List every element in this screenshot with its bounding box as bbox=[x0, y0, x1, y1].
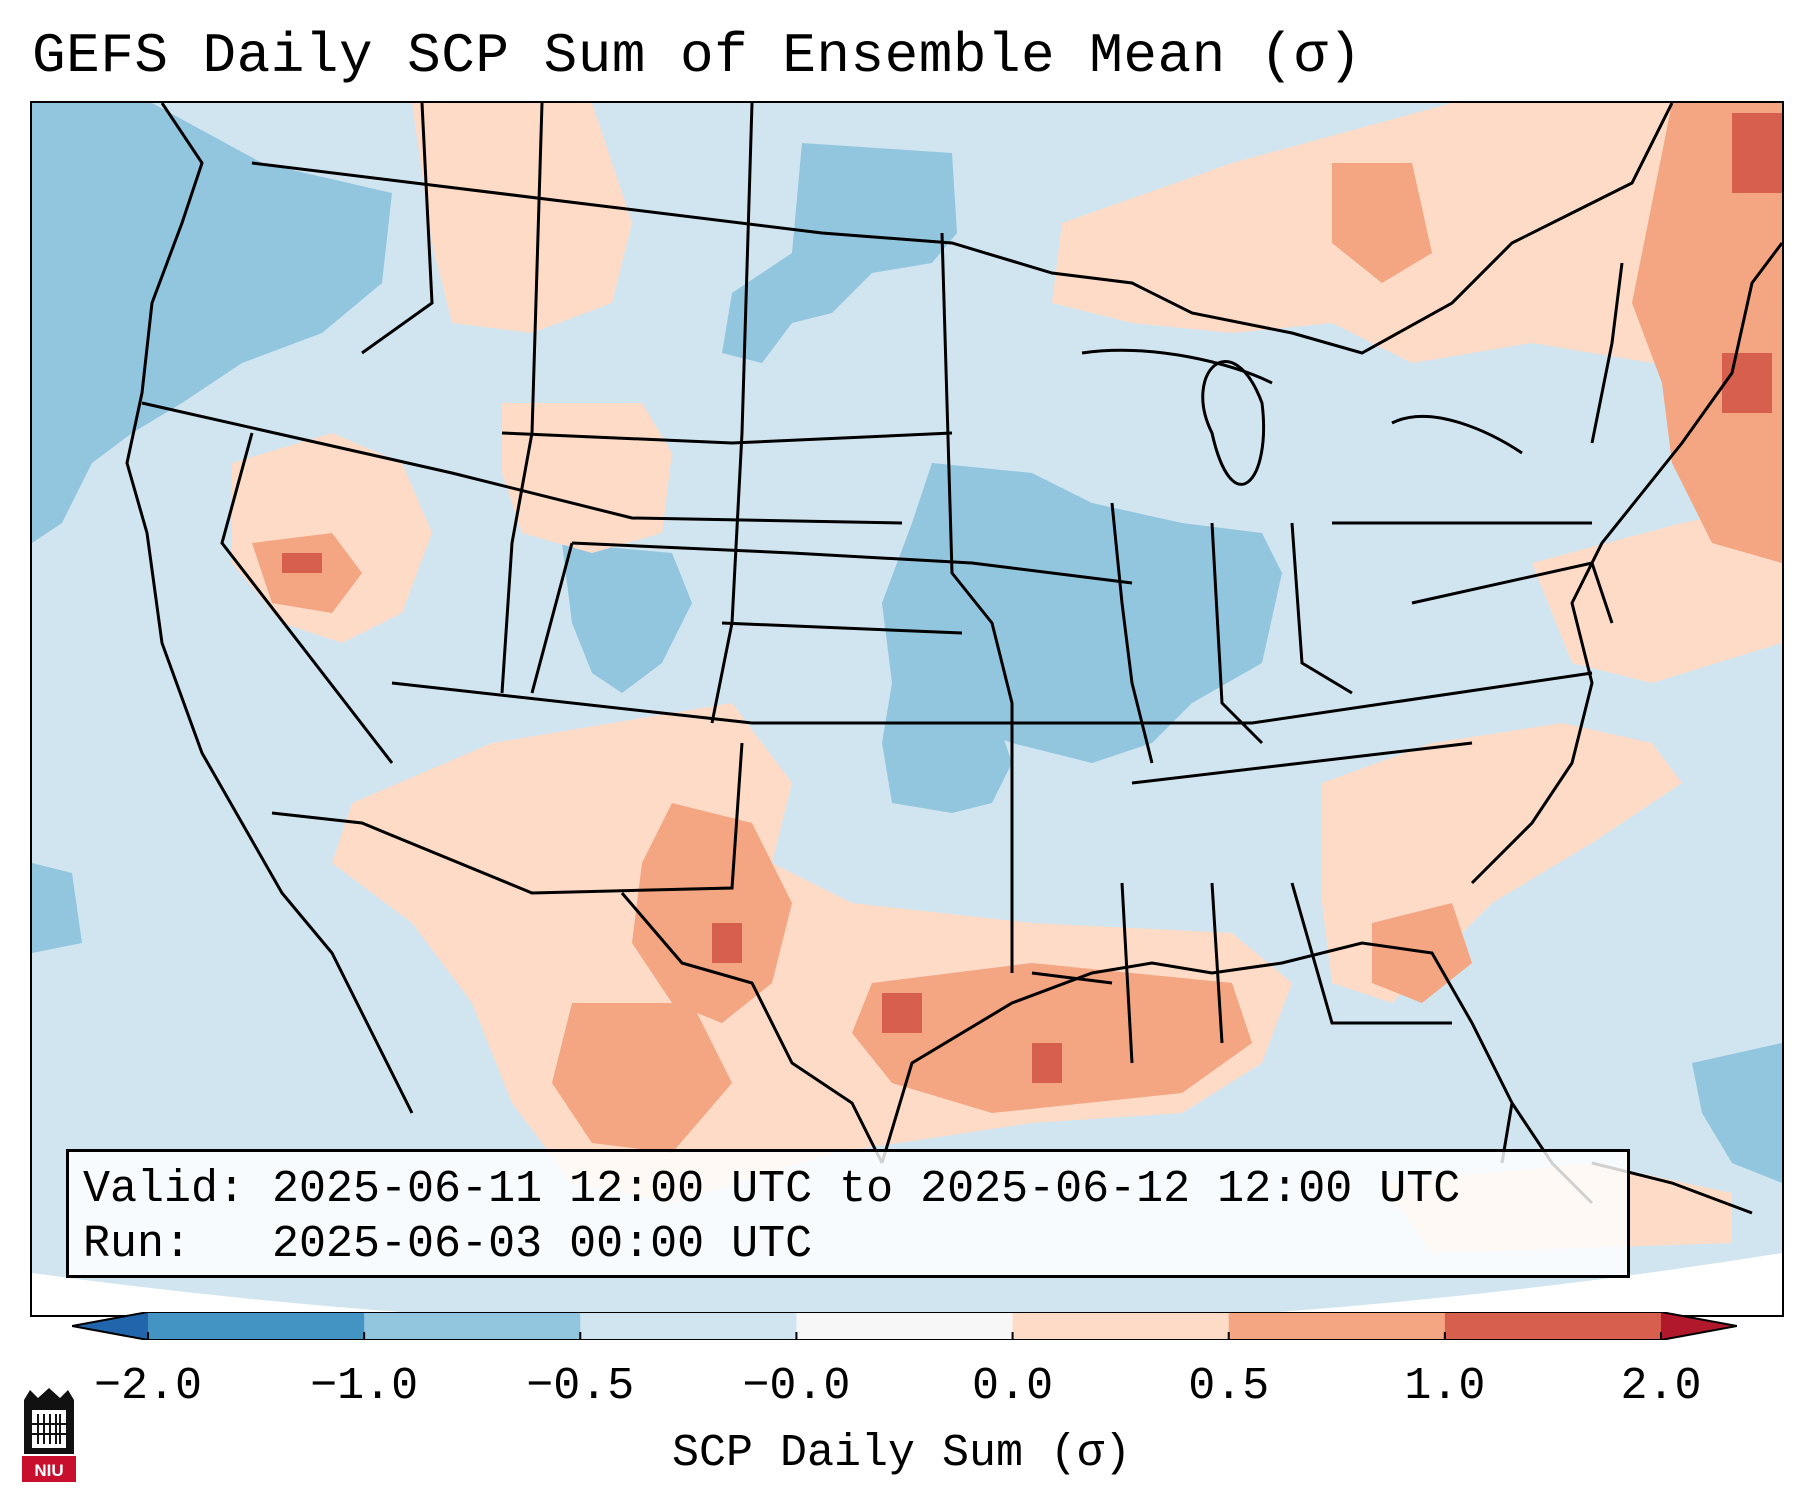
maritimes-core bbox=[1732, 113, 1782, 193]
ohio-line bbox=[1290, 522, 1353, 695]
la-line bbox=[1031, 971, 1113, 985]
wyoming-west-line bbox=[500, 103, 544, 694]
valid-line: Valid: 2025-06-11 12:00 UTC to 2025-06-1… bbox=[83, 1164, 1461, 1215]
west-texas-core bbox=[712, 923, 742, 963]
colorbar-bin bbox=[1012, 1312, 1230, 1340]
gulf-coastline bbox=[880, 941, 1514, 1164]
pacific-northwest-negative bbox=[32, 103, 392, 543]
southern-plains-negative bbox=[882, 683, 1012, 813]
midwest-negative bbox=[882, 463, 1282, 763]
rio-grande bbox=[620, 892, 884, 1164]
central-state-line bbox=[391, 671, 1593, 725]
colorbar-tick-label: 0.5 bbox=[1188, 1361, 1270, 1412]
caribbean-negative bbox=[1692, 1043, 1782, 1183]
map-panel bbox=[30, 101, 1784, 1317]
colorbar-bin bbox=[148, 1312, 365, 1340]
quebec-positive bbox=[1332, 163, 1432, 283]
lake-superior bbox=[1081, 348, 1273, 385]
colorbar bbox=[72, 1312, 1737, 1340]
shaded-regions bbox=[32, 103, 1782, 1253]
canada-border bbox=[251, 103, 1674, 355]
idaho-line bbox=[361, 103, 434, 355]
colorbar-tick-label: −1.0 bbox=[310, 1361, 419, 1412]
ks-ne-line bbox=[721, 621, 963, 635]
montana-positive bbox=[412, 103, 632, 333]
niu-logo: NIU bbox=[22, 1388, 76, 1482]
utah-east-line bbox=[530, 542, 574, 694]
state-boundaries bbox=[125, 103, 1782, 1215]
texas-positive bbox=[632, 803, 792, 1023]
colorbar-bin bbox=[796, 1312, 1014, 1340]
projection-edge bbox=[32, 1253, 1782, 1315]
south-texas-positive bbox=[552, 1003, 732, 1153]
northern-plains-negative bbox=[722, 143, 957, 363]
pacific-negative bbox=[32, 863, 82, 953]
nevada-line bbox=[220, 432, 394, 764]
colorbar-bin bbox=[580, 1312, 797, 1340]
chart-title: GEFS Daily SCP Sum of Ensemble Mean (σ) bbox=[32, 24, 1363, 88]
niu-logo-text: NIU bbox=[34, 1461, 63, 1480]
wy-sd-line bbox=[501, 431, 953, 445]
northern-state-line bbox=[141, 401, 903, 525]
ga-line bbox=[1290, 882, 1452, 1025]
niu-logo-grid bbox=[32, 1414, 66, 1444]
valid-time-box: Valid: 2025-06-11 12:00 UTC to 2025-06-1… bbox=[66, 1149, 1630, 1278]
mississippi-river bbox=[1110, 502, 1154, 764]
pacific-coastline bbox=[125, 103, 414, 1114]
colorbar-bin bbox=[364, 1312, 581, 1340]
vt-line bbox=[1590, 262, 1624, 444]
colorbar-extend-high bbox=[1661, 1312, 1737, 1340]
colorbar-bin bbox=[1444, 1312, 1662, 1340]
atlantic-coastline bbox=[1470, 242, 1782, 885]
colorbar-tick-label: 1.0 bbox=[1404, 1361, 1486, 1412]
map-canvas bbox=[32, 103, 1782, 1315]
nevada-core bbox=[282, 553, 322, 573]
atlantic-positive bbox=[1532, 503, 1782, 683]
indiana-line bbox=[1210, 522, 1264, 745]
run-line: Run: 2025-06-03 00:00 UTC bbox=[83, 1219, 813, 1270]
ms-line bbox=[1120, 882, 1134, 1064]
colorado-negative bbox=[562, 543, 692, 693]
colorbar-tick-label: 0.0 bbox=[972, 1361, 1054, 1412]
tennessee-line bbox=[1131, 741, 1473, 785]
lake-michigan bbox=[1201, 360, 1266, 486]
pa-line bbox=[1411, 561, 1614, 624]
co-ne-line bbox=[571, 541, 1133, 585]
wyoming-positive bbox=[502, 403, 672, 553]
colorbar-tick-label: −2.0 bbox=[93, 1361, 203, 1412]
niu-logo-banner bbox=[22, 1456, 76, 1482]
lake-erie bbox=[1391, 414, 1523, 455]
new-england-core bbox=[1722, 353, 1772, 413]
gulf-positive bbox=[852, 963, 1252, 1113]
mexico-border-west bbox=[271, 742, 744, 895]
colorbar-tick-label: −0.5 bbox=[526, 1361, 635, 1412]
plains-east-line bbox=[940, 232, 1014, 973]
colorbar-bin bbox=[1228, 1312, 1446, 1340]
houston-core bbox=[882, 993, 922, 1033]
colorbar-tick-label: −0.0 bbox=[742, 1361, 851, 1412]
northeast-positive bbox=[1632, 103, 1782, 563]
gulf-core bbox=[1032, 1043, 1062, 1083]
colorbar-label: SCP Daily Sum (σ) bbox=[671, 1428, 1132, 1479]
dakota-west-line bbox=[710, 103, 754, 724]
colorbar-tick-label: 2.0 bbox=[1620, 1361, 1702, 1412]
colorbar-extend-low bbox=[72, 1312, 148, 1340]
al-line bbox=[1210, 882, 1224, 1044]
